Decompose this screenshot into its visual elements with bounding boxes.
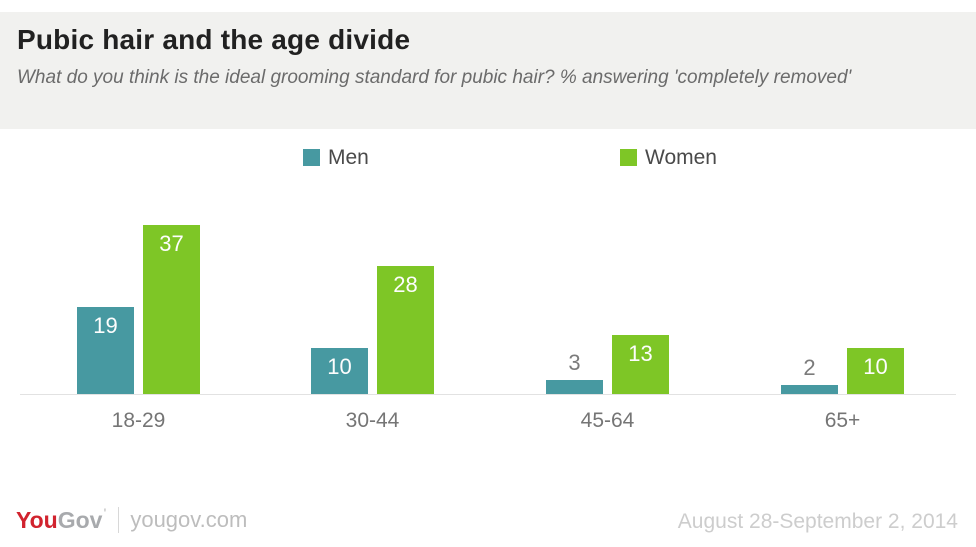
bar-group-65+: 2 10 — [781, 178, 904, 394]
logo-site-url: yougov.com — [130, 507, 248, 532]
bar-slot: 3 — [546, 352, 603, 394]
bar-men-45-64 — [546, 380, 603, 394]
logo-gov-text: Gov — [57, 507, 103, 533]
bar-men-30-44: 10 — [311, 348, 368, 394]
value-label: 10 — [863, 354, 888, 379]
bar-slot: 13 — [612, 335, 669, 394]
yougov-logo: You Gov ' yougov.com — [16, 507, 247, 533]
value-label: 28 — [393, 272, 418, 297]
fieldwork-dates: August 28-September 2, 2014 — [677, 510, 958, 533]
category-label-18-29: 18-29 — [111, 409, 166, 432]
category-label-65+: 65+ — [824, 409, 861, 432]
bar-men-65+ — [781, 385, 838, 394]
bar-group-30-44: 10 28 — [311, 178, 434, 394]
legend-label: Men — [328, 146, 369, 169]
bar-women-45-64: 13 — [612, 335, 669, 394]
bar-women-30-44: 28 — [377, 266, 434, 394]
value-label: 10 — [327, 354, 352, 379]
logo-divider — [118, 507, 120, 533]
bar-slot: 2 — [781, 357, 838, 394]
value-label: 3 — [568, 350, 581, 375]
bar-women-65+: 10 — [847, 348, 904, 394]
bar-slot: 10 — [311, 348, 368, 394]
logo-trademark: ' — [103, 506, 107, 520]
chart-header: Pubic hair and the age divide What do yo… — [0, 12, 976, 129]
legend-swatch-women — [620, 149, 637, 166]
bar-chart: 19 37 18-29 10 28 30-44 3 13 45-64 2 10 65+ — [0, 178, 976, 443]
logo-you-text: You — [16, 507, 58, 533]
bar-slot: 10 — [847, 348, 904, 394]
page-title: Pubic hair and the age divide — [17, 24, 411, 55]
bar-slot: 37 — [143, 225, 200, 394]
value-label: 2 — [803, 355, 816, 380]
bar-group-18-29: 19 37 — [77, 178, 200, 394]
legend-label: Women — [645, 146, 717, 169]
footer: You Gov ' yougov.com August 28-September 2… — [0, 498, 976, 547]
x-axis-line — [20, 394, 956, 395]
value-label: 37 — [159, 231, 184, 256]
value-label: 19 — [93, 313, 118, 338]
bar-slot: 19 — [77, 307, 134, 394]
category-label-30-44: 30-44 — [345, 409, 400, 432]
category-label-45-64: 45-64 — [580, 409, 635, 432]
chart-subtitle: What do you think is the ideal grooming … — [17, 67, 852, 88]
chart-legend: Men Women — [0, 147, 976, 171]
bar-women-18-29: 37 — [143, 225, 200, 394]
legend-swatch-men — [303, 149, 320, 166]
bar-slot: 28 — [377, 266, 434, 394]
value-label: 13 — [628, 341, 653, 366]
bar-group-45-64: 3 13 — [546, 178, 669, 394]
top-strip — [0, 0, 976, 12]
bar-men-18-29: 19 — [77, 307, 134, 394]
legend-item-women: Women — [620, 147, 717, 168]
legend-item-men: Men — [303, 147, 369, 168]
